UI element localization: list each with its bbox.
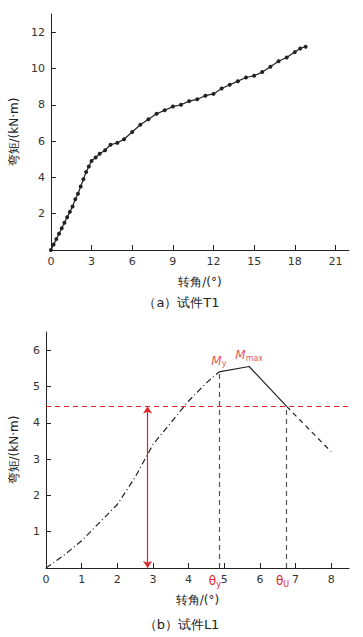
- svg-text:9: 9: [169, 255, 176, 268]
- svg-text:10: 10: [31, 62, 45, 75]
- svg-text:2: 2: [38, 207, 45, 220]
- svg-text:转角/(°): 转角/(°): [176, 593, 219, 607]
- svg-text:12: 12: [31, 26, 45, 39]
- svg-text:5: 5: [33, 380, 40, 393]
- svg-text:2: 2: [33, 489, 40, 502]
- svg-text:0: 0: [47, 255, 54, 268]
- svg-text:θ: θ: [276, 574, 283, 588]
- svg-text:（a）试件T1: （a）试件T1: [143, 295, 219, 310]
- svg-text:18: 18: [288, 255, 302, 268]
- svg-text:21: 21: [328, 255, 342, 268]
- svg-text:0: 0: [43, 573, 50, 586]
- svg-text:弯矩/(kN·m): 弯矩/(kN·m): [7, 98, 21, 167]
- svg-text:7: 7: [292, 573, 299, 586]
- svg-text:y: y: [222, 359, 227, 368]
- svg-text:5: 5: [221, 573, 228, 586]
- svg-text:max: max: [246, 354, 264, 363]
- svg-text:6: 6: [33, 344, 40, 357]
- svg-text:15: 15: [247, 255, 261, 268]
- svg-text:4: 4: [185, 573, 192, 586]
- svg-text:6: 6: [38, 135, 45, 148]
- svg-text:3: 3: [33, 453, 40, 466]
- svg-text:8: 8: [328, 573, 335, 586]
- svg-text:（b）试件L1: （b）试件L1: [144, 617, 220, 632]
- svg-text:6: 6: [129, 255, 136, 268]
- svg-text:1: 1: [33, 525, 40, 538]
- svg-text:4: 4: [38, 171, 45, 184]
- svg-text:弯矩/(kN·m): 弯矩/(kN·m): [7, 416, 21, 485]
- svg-text:θ: θ: [209, 574, 216, 588]
- svg-text:U: U: [283, 580, 289, 589]
- svg-text:3: 3: [149, 573, 156, 586]
- svg-text:y: y: [216, 579, 221, 589]
- svg-text:3: 3: [88, 255, 95, 268]
- svg-text:M: M: [235, 348, 246, 362]
- svg-text:M: M: [211, 354, 222, 368]
- svg-text:8: 8: [38, 98, 45, 111]
- svg-text:2: 2: [114, 573, 121, 586]
- svg-text:4: 4: [33, 416, 40, 429]
- svg-text:12: 12: [206, 255, 220, 268]
- svg-text:1: 1: [78, 573, 85, 586]
- svg-text:6: 6: [256, 573, 263, 586]
- svg-text:转角/(°): 转角/(°): [178, 275, 221, 289]
